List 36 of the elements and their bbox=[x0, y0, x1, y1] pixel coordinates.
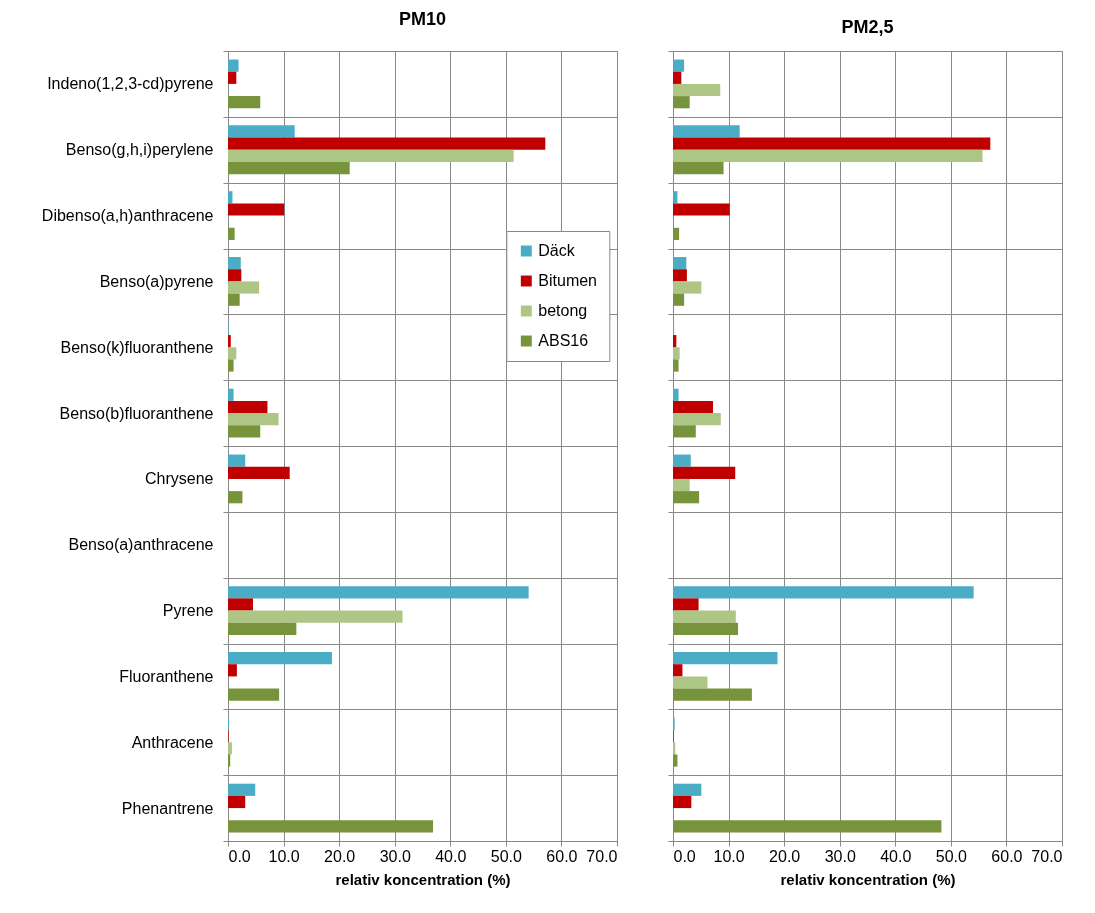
x-tick-label: 70.0 bbox=[1031, 847, 1063, 865]
x-tick-label: 30.0 bbox=[824, 847, 856, 865]
y-tick-label: Benso(b)fluoranthene bbox=[59, 404, 214, 422]
x-tick-label: 0.0 bbox=[673, 847, 696, 865]
y-tick-label: Benso(g,h,i)perylene bbox=[65, 141, 214, 159]
x-tick-label: 10.0 bbox=[268, 847, 300, 865]
legend-label: betong bbox=[538, 302, 588, 319]
y-tick-label: Benso(a)anthracene bbox=[68, 536, 214, 554]
x-tick-label: 0.0 bbox=[228, 847, 251, 865]
legend-label: Däck bbox=[538, 242, 576, 259]
y-tick-label: Phenantrene bbox=[121, 799, 214, 817]
chart-title: PM2,5 bbox=[841, 16, 894, 37]
y-tick-label: Pyrene bbox=[162, 602, 214, 620]
y-tick-label: Benso(a)pyrene bbox=[99, 272, 214, 290]
y-tick-label: Chrysene bbox=[145, 470, 214, 488]
y-tick-label: Dibenso(a,h)anthracene bbox=[41, 207, 214, 225]
y-tick-label: Anthracene bbox=[131, 733, 214, 751]
x-tick-label: 20.0 bbox=[324, 847, 356, 865]
legend-label: ABS16 bbox=[538, 332, 589, 349]
y-tick-label: Benso(k)fluoranthene bbox=[60, 338, 214, 356]
x-tick-label: 40.0 bbox=[880, 847, 912, 865]
x-axis-title: relativ koncentration (%) bbox=[335, 870, 511, 888]
x-tick-label: 50.0 bbox=[935, 847, 968, 865]
x-axis-title: relativ koncentration (%) bbox=[780, 870, 956, 888]
x-tick-label: 10.0 bbox=[713, 847, 745, 865]
x-tick-label: 20.0 bbox=[769, 847, 801, 865]
x-tick-label: 60.0 bbox=[546, 847, 578, 865]
x-tick-label: 30.0 bbox=[379, 847, 411, 865]
x-tick-label: 50.0 bbox=[490, 847, 523, 865]
x-tick-label: 60.0 bbox=[991, 847, 1023, 865]
x-tick-label: 70.0 bbox=[586, 847, 618, 865]
chart-title: PM10 bbox=[398, 9, 447, 29]
y-tick-label: Indeno(1,2,3-cd)pyrene bbox=[47, 75, 214, 93]
x-tick-label: 40.0 bbox=[435, 847, 467, 865]
legend-label: Bitumen bbox=[538, 272, 598, 289]
y-tick-label: Fluoranthene bbox=[119, 667, 214, 685]
